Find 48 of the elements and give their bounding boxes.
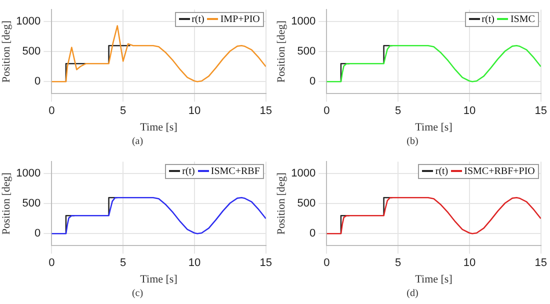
y-tick-label: 500: [297, 198, 316, 210]
legend-label: r(t): [435, 166, 448, 177]
x-tick-label: 10: [463, 105, 476, 118]
x-tick-label: 15: [534, 105, 548, 118]
x-tick-label: 5: [120, 105, 126, 118]
y-tick-label: 0: [34, 76, 41, 88]
y-tick-label: 500: [22, 198, 41, 210]
legend-label: ISMC+RBF: [210, 166, 260, 177]
y-tick-label: 1000: [291, 16, 316, 28]
legend-label: ISMC+RBF+PIO: [464, 166, 535, 177]
y-axis-title: Position [deg]: [275, 172, 288, 235]
x-tick-label: 0: [324, 105, 330, 118]
x-tick-label: 5: [395, 105, 402, 118]
x-axis-title: Time [s]: [140, 273, 178, 286]
x-tick-label: 15: [534, 257, 548, 270]
x-tick-label: 10: [188, 105, 201, 118]
x-axis-title: Time [s]: [140, 121, 178, 134]
y-axis-title: Position [deg]: [0, 20, 12, 83]
legend-label: IMP+PIO: [220, 14, 260, 25]
y-axis-title: Position [deg]: [0, 172, 12, 235]
legend-label: r(t): [192, 14, 204, 25]
x-tick-label: 10: [188, 257, 201, 270]
x-tick-label: 5: [120, 257, 126, 270]
legend-label: r(t): [482, 14, 494, 25]
x-axis-title: Time [s]: [415, 121, 452, 134]
y-tick-label: 500: [22, 46, 41, 58]
x-tick-label: 0: [48, 257, 55, 270]
y-tick-label: 0: [310, 228, 316, 240]
y-tick-label: 500: [297, 46, 316, 58]
y-tick-label: 1000: [16, 168, 41, 180]
x-axis-title: Time [s]: [415, 273, 452, 286]
text: (d): [406, 287, 418, 301]
x-tick-label: 0: [48, 105, 55, 118]
text: (c): [132, 287, 144, 301]
x-tick-label: 0: [324, 257, 330, 270]
legend-label: ISMC: [510, 14, 535, 25]
y-tick-label: 1000: [16, 16, 41, 28]
x-tick-label: 15: [260, 105, 272, 118]
y-tick-label: 0: [34, 228, 41, 240]
text: (a): [132, 135, 144, 149]
legend-label: r(t): [182, 166, 195, 177]
x-tick-label: 15: [260, 257, 272, 270]
x-tick-label: 10: [463, 257, 476, 270]
y-axis-title: Position [deg]: [275, 20, 288, 83]
y-tick-label: 1000: [291, 168, 316, 180]
text: (b): [406, 135, 418, 149]
x-tick-label: 5: [395, 257, 402, 270]
y-tick-label: 0: [310, 76, 316, 88]
